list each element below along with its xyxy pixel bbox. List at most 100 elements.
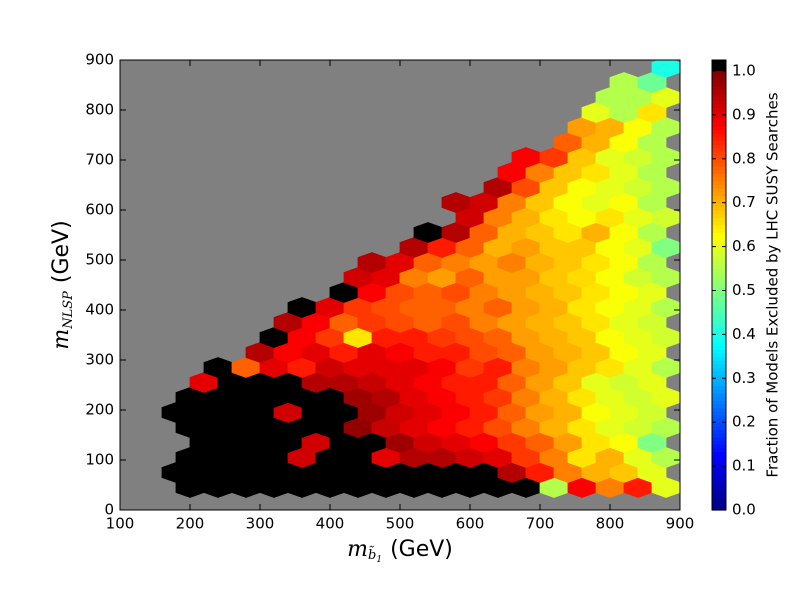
hex-cell <box>581 462 611 483</box>
hex-cell <box>301 372 331 393</box>
colorbar-segment <box>712 125 726 131</box>
hex-cell <box>609 72 639 93</box>
hex-cell <box>539 177 569 198</box>
hex-cell <box>301 312 331 333</box>
hex-cell <box>399 357 429 378</box>
hex-cell <box>553 462 583 483</box>
x-tick-label: 600 <box>456 515 485 533</box>
colorbar-frame <box>711 59 727 511</box>
hex-cell <box>343 357 373 378</box>
colorbar-segment <box>712 184 726 189</box>
hex-cell <box>427 387 457 408</box>
hex-cell <box>301 432 331 453</box>
hex-cell <box>343 417 373 438</box>
x-tick-label: 700 <box>526 515 555 533</box>
hex-cell <box>245 372 275 393</box>
colorbar-segment <box>712 235 726 240</box>
hex-cell <box>217 462 247 483</box>
hex-cell <box>469 372 499 393</box>
hex-cell <box>637 72 667 93</box>
colorbar-tick-label: 0.2 <box>732 413 756 431</box>
colorbar-segment <box>712 144 726 149</box>
hex-cell <box>427 477 457 498</box>
x-tick-label: 200 <box>176 515 205 533</box>
colorbar-segment <box>712 231 726 237</box>
hex-cell <box>525 432 555 453</box>
hex-cell <box>637 162 667 183</box>
hex-cell <box>203 447 233 468</box>
x-label-subsubscript: 1 <box>376 555 382 565</box>
hex-cell <box>371 267 401 288</box>
y-tick-label: 300 <box>85 351 114 369</box>
colorbar-segment <box>712 458 726 464</box>
hex-cell <box>483 447 513 468</box>
y-tick-label: 200 <box>85 401 114 419</box>
colorbar-segment <box>712 433 726 438</box>
colorbar-segment <box>712 85 726 90</box>
hex-cell <box>329 312 359 333</box>
hex-cell <box>231 447 261 468</box>
colorbar-segment <box>712 308 726 314</box>
colorbar-segment <box>712 330 726 335</box>
hex-cell <box>609 432 639 453</box>
colorbar-segment <box>712 462 726 467</box>
x-tick-label: 900 <box>666 515 695 533</box>
hex-cell <box>525 372 555 393</box>
colorbar-segment <box>712 466 726 471</box>
hex-cell <box>413 222 443 243</box>
hex-cell <box>385 282 415 303</box>
hex-cell <box>609 252 639 273</box>
hex-cell <box>259 357 289 378</box>
hex-cell <box>371 387 401 408</box>
colorbar-segment <box>712 447 726 453</box>
colorbar-segment <box>712 151 726 156</box>
hex-cell <box>567 117 597 138</box>
hex-cell <box>161 402 191 423</box>
colorbar-segment <box>712 425 726 431</box>
hex-cell <box>469 342 499 363</box>
hex-cell <box>637 432 667 453</box>
colorbar-segment <box>712 407 726 412</box>
hex-cell <box>623 207 653 228</box>
hex-cell <box>651 60 680 78</box>
hex-cell <box>259 387 289 408</box>
colorbar-segment <box>712 70 726 76</box>
y-label-symbol: m <box>49 329 74 350</box>
colorbar-segment <box>712 169 726 175</box>
colorbar-segment <box>712 403 726 409</box>
hex-cell <box>371 417 401 438</box>
hex-cell <box>469 432 499 453</box>
hex-cell <box>553 132 583 153</box>
colorbar-segment <box>712 275 726 281</box>
hex-cell <box>175 447 205 468</box>
hex-cell <box>413 342 443 363</box>
hex-cell <box>595 147 625 168</box>
hex-cell <box>553 192 583 213</box>
hex-cell <box>329 432 359 453</box>
colorbar-segment <box>712 396 726 401</box>
colorbar-segment <box>712 283 726 288</box>
hex-cell <box>357 342 387 363</box>
hex-cell <box>273 402 303 423</box>
hex-cell <box>623 357 653 378</box>
hex-cell <box>189 432 219 453</box>
hex-cell <box>511 177 541 198</box>
hex-cell <box>595 447 625 468</box>
hex-cell <box>455 417 485 438</box>
colorbar-segment <box>712 488 726 493</box>
colorbar-segment <box>712 444 726 449</box>
hex-cell <box>259 477 289 498</box>
hex-cell <box>287 387 317 408</box>
colorbar-segment <box>712 411 726 416</box>
colorbar-tick-label: 0.7 <box>732 193 756 211</box>
x-tick-label: 300 <box>246 515 275 533</box>
colorbar-segment <box>712 378 726 383</box>
colorbar-segment <box>712 499 726 504</box>
hex-cell <box>413 372 443 393</box>
colorbar-segment <box>712 338 726 343</box>
colorbar-segment <box>712 129 726 134</box>
colorbar-segment <box>712 133 726 138</box>
hex-cell <box>413 462 443 483</box>
y-tick-label: 700 <box>85 151 114 169</box>
colorbar-segment <box>712 136 726 142</box>
